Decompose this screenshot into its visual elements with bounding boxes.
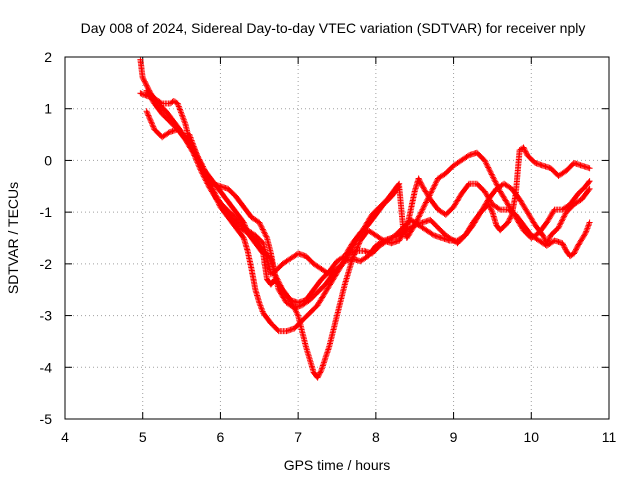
y-tick-label: 1 — [44, 101, 52, 117]
y-tick-label: -1 — [40, 204, 53, 220]
x-tick-label: 9 — [450, 429, 458, 445]
chart-title: Day 008 of 2024, Sidereal Day-to-day VTE… — [81, 20, 586, 36]
x-axis-label: GPS time / hours — [284, 457, 391, 473]
y-axis-label: SDTVAR / TECUs — [5, 182, 21, 294]
series-markers — [137, 56, 593, 335]
y-tick-label: 0 — [44, 152, 52, 168]
plot-frame — [64, 56, 610, 420]
y-tick-label: -3 — [40, 308, 53, 324]
series-markers — [186, 131, 593, 306]
x-tick-label: 8 — [372, 429, 380, 445]
x-tick-label: 10 — [523, 429, 539, 445]
series-track-e — [186, 131, 593, 306]
x-tick-label: 5 — [139, 429, 147, 445]
x-tick-label: 6 — [217, 429, 225, 445]
x-tick-label: 4 — [61, 429, 69, 445]
series-track-b — [137, 56, 593, 335]
axis-ticks: 4 5 6 7 8 9 10 11 -5 -4 -3 -2 -1 0 1 2 — [40, 49, 617, 445]
y-tick-label: -2 — [40, 256, 53, 272]
x-tick-label: 11 — [602, 429, 617, 445]
y-tick-label: -4 — [40, 359, 53, 375]
y-tick-label: -5 — [40, 411, 53, 427]
data-points — [137, 56, 593, 381]
x-tick-label: 7 — [294, 429, 302, 445]
y-tick-label: 2 — [44, 49, 52, 65]
